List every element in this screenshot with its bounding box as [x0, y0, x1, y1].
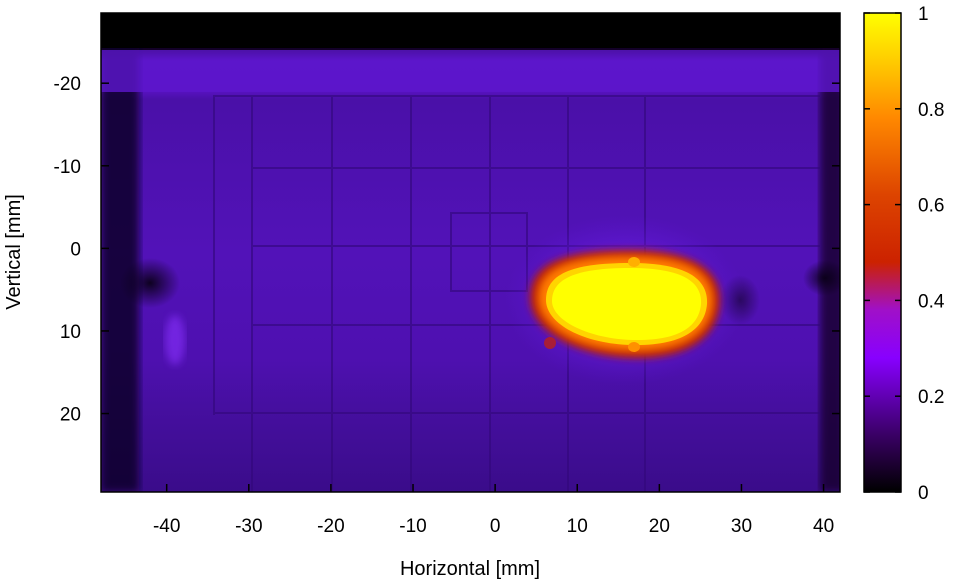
- y-tick-label: 10: [60, 322, 81, 343]
- colorbar-tick-label: 0: [918, 483, 929, 504]
- x-tick-label: 40: [813, 516, 834, 537]
- colorbar-tick-label: 1: [918, 4, 929, 25]
- x-tick-label: -40: [153, 516, 180, 537]
- y-axis-title: Vertical [mm]: [3, 194, 25, 310]
- heatmap-image: [101, 13, 840, 492]
- x-tick-label: 10: [567, 516, 588, 537]
- x-axis: -40 -30 -20 -10 0 10 20 30 40: [153, 13, 834, 537]
- colorbar: 0 0.2 0.4 0.6 0.8 1: [863, 4, 945, 504]
- x-tick-label: -30: [235, 516, 262, 537]
- colorbar-tick-label: 0.4: [918, 291, 945, 312]
- hotspot: [530, 250, 721, 359]
- x-tick-label: -20: [317, 516, 344, 537]
- y-tick-label: -20: [54, 74, 81, 95]
- x-tick-label: -10: [399, 516, 426, 537]
- x-tick-label: 30: [731, 516, 752, 537]
- y-tick-label: -10: [54, 157, 81, 178]
- y-axis: -20 -10 0 10 20: [54, 74, 840, 426]
- colorbar-tick-label: 0.2: [918, 387, 944, 408]
- colorbar-tick-label: 0.8: [918, 100, 944, 121]
- y-tick-label: 0: [70, 239, 81, 260]
- y-tick-label: 20: [60, 405, 81, 426]
- x-tick-label: 20: [649, 516, 670, 537]
- x-tick-label: 0: [490, 516, 501, 537]
- colorbar-gradient: [863, 12, 902, 493]
- x-axis-title: Horizontal [mm]: [400, 558, 540, 580]
- plot-frame: [100, 12, 841, 493]
- colorbar-tick-label: 0.6: [918, 196, 944, 217]
